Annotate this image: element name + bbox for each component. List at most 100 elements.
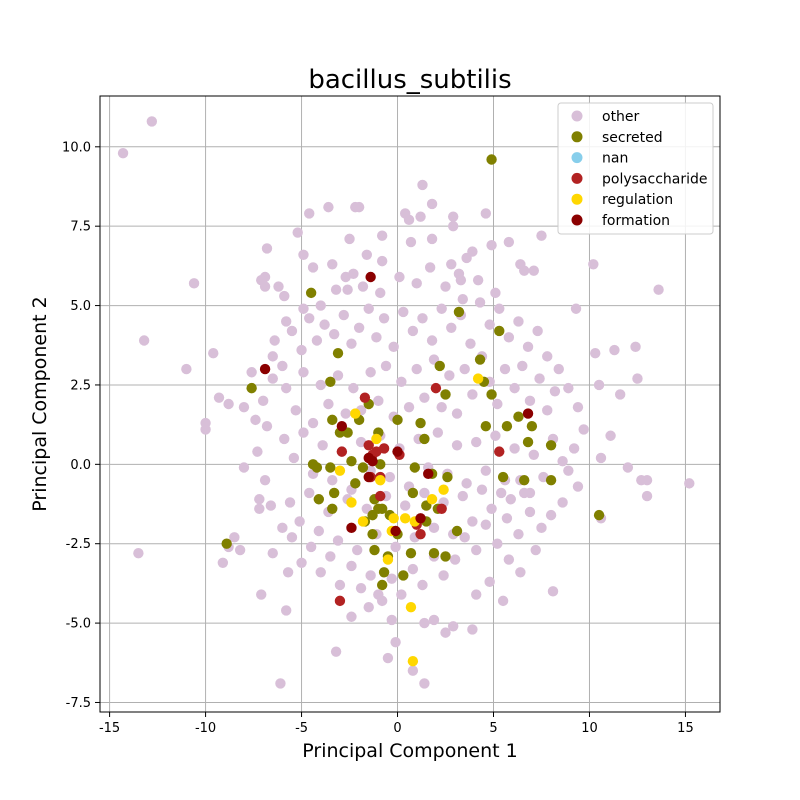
data-point-other (396, 376, 407, 387)
data-point-other (557, 455, 568, 467)
data-point-other (304, 487, 315, 499)
data-point-other (609, 344, 620, 356)
legend-marker-other (571, 110, 583, 122)
data-point-other (340, 408, 351, 419)
data-point-other (438, 570, 449, 581)
data-point-other (641, 475, 653, 486)
data-point-other (238, 401, 250, 413)
data-point-other (641, 490, 653, 502)
data-point-other (530, 544, 541, 556)
data-point-secreted (480, 421, 492, 432)
data-point-other (407, 563, 419, 575)
data-point-other (294, 516, 305, 527)
data-point-other (286, 532, 298, 543)
data-point-other (588, 259, 599, 270)
data-point-other (524, 395, 536, 407)
data-point-other (522, 341, 534, 353)
data-point-other (486, 503, 497, 514)
data-point-other (563, 465, 574, 476)
data-point-other (380, 360, 392, 372)
data-point-other (267, 373, 278, 384)
data-point-polysaccharide (415, 528, 426, 540)
data-point-secreted (327, 414, 338, 426)
data-point-other (480, 519, 492, 530)
data-point-other (280, 382, 292, 394)
data-point-other (440, 627, 451, 638)
series-regulation (334, 373, 484, 667)
data-point-other (503, 332, 515, 343)
data-point-secreted (428, 548, 440, 559)
data-point-other (315, 379, 326, 391)
data-point-other (223, 398, 234, 410)
data-point-other (553, 363, 564, 375)
data-point-regulation (426, 494, 438, 505)
data-point-other (457, 490, 468, 502)
data-point-other (484, 576, 495, 588)
data-point-other (304, 313, 315, 324)
data-point-other (536, 522, 547, 534)
data-point-other (334, 579, 346, 591)
data-point-other (279, 290, 290, 302)
data-point-other (563, 382, 574, 394)
data-point-other (403, 401, 415, 413)
data-point-other (286, 325, 298, 337)
data-point-other (338, 309, 349, 321)
data-point-other (407, 325, 419, 337)
data-point-other (269, 335, 280, 346)
data-point-other (386, 614, 397, 626)
data-point-other (570, 303, 582, 314)
data-point-other (536, 230, 547, 241)
data-point-formation (392, 446, 403, 457)
data-point-other (357, 281, 369, 292)
data-point-other (267, 548, 278, 559)
data-point-secreted (415, 417, 426, 429)
data-point-other (315, 300, 326, 311)
data-point-other (327, 475, 338, 486)
data-point-other (542, 405, 553, 416)
data-point-other (403, 214, 415, 226)
data-point-other (549, 386, 561, 397)
data-point-regulation (405, 602, 417, 613)
data-point-other (455, 274, 467, 286)
data-point-other (411, 278, 422, 289)
data-point-other (614, 389, 626, 400)
data-point-other (325, 551, 336, 562)
data-point-other (275, 678, 286, 689)
data-point-other (315, 567, 326, 578)
data-point-other (376, 230, 388, 241)
data-point-other (376, 595, 388, 607)
data-point-other (653, 284, 664, 295)
x-tick-label: 10 (581, 721, 598, 736)
data-point-other (517, 360, 528, 372)
data-point-secreted (369, 544, 380, 556)
data-point-formation (259, 363, 271, 375)
data-point-regulation (382, 554, 394, 565)
y-tick-label: -7.5 (66, 696, 91, 711)
series-secreted (221, 154, 605, 591)
data-point-other (353, 322, 365, 333)
data-point-secreted (398, 570, 409, 581)
data-point-secreted (513, 411, 524, 422)
data-point-other (390, 636, 401, 648)
data-point-secreted (442, 471, 453, 483)
data-point-other (396, 589, 407, 600)
data-point-other (330, 646, 342, 657)
data-point-other (296, 344, 307, 356)
data-point-formation (363, 471, 374, 483)
data-point-formation (346, 522, 357, 534)
data-point-other (590, 347, 601, 359)
data-point-other (467, 389, 478, 400)
data-point-secreted (350, 478, 361, 489)
data-point-other (513, 528, 524, 540)
data-point-other (528, 449, 540, 461)
data-point-other (459, 532, 470, 543)
data-point-other (254, 494, 265, 505)
data-point-secreted (451, 525, 463, 537)
data-point-other (307, 262, 319, 273)
data-point-other (486, 240, 497, 251)
data-point-secreted (367, 509, 378, 521)
data-point-other (246, 367, 257, 378)
data-point-secreted (474, 354, 486, 365)
data-point-other (451, 440, 463, 451)
